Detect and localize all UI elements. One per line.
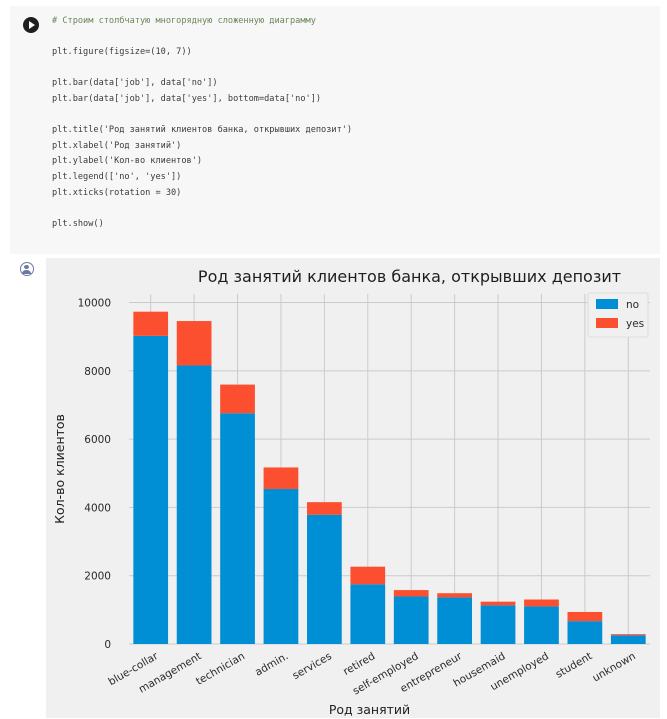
y-tick-label: 2000 <box>84 571 111 583</box>
code-line <box>52 108 652 124</box>
bar-yes-student <box>567 611 603 622</box>
bar-no-admin. <box>263 488 299 644</box>
x-tick-label: admin. <box>253 650 290 679</box>
bar-no-student <box>567 621 603 644</box>
bar-yes-entrepreneur <box>437 593 472 598</box>
code-line: plt.show() <box>52 218 104 229</box>
bar-yes-housemaid <box>480 601 516 606</box>
legend-swatch-no <box>596 299 618 309</box>
bar-yes-unemployed <box>524 599 559 607</box>
bar-no-unemployed <box>524 606 559 644</box>
code-line: # Строим столбчатую многорядную сложенну… <box>52 16 316 26</box>
bar-no-services <box>307 514 342 644</box>
output-user-icon <box>20 262 34 276</box>
legend-label-no: no <box>626 299 639 311</box>
legend-swatch-yes <box>596 318 618 328</box>
code-line <box>52 61 652 77</box>
stacked-bar-chart: 0200040006000800010000blue-collarmanagem… <box>52 267 650 717</box>
x-tick-label: student <box>554 650 595 680</box>
bar-no-unknown <box>610 635 646 644</box>
code-line: plt.title('Род занятий клиентов банка, о… <box>52 125 353 136</box>
code-line: plt.legend(['no', 'yes']) <box>52 171 182 182</box>
bar-yes-retired <box>350 566 386 585</box>
x-axis-label: Род занятий <box>329 702 410 717</box>
bar-yes-management <box>176 321 212 366</box>
code-line: plt.ylabel('Кол-во клиентов') <box>52 156 203 167</box>
x-tick-label: services <box>291 650 334 682</box>
y-axis-label: Кол-во клиентов <box>52 414 67 524</box>
code-line: plt.bar(data['job'], data['no']) <box>52 78 218 89</box>
code-line: plt.xlabel('Род занятий') <box>52 140 182 151</box>
run-cell-button[interactable] <box>23 17 39 33</box>
code-line <box>52 30 652 46</box>
bar-no-housemaid <box>480 605 516 644</box>
bar-no-self-employed <box>393 596 429 644</box>
x-tick-label: unknown <box>590 650 637 684</box>
y-tick-label: 10000 <box>78 298 111 310</box>
bar-yes-admin. <box>263 467 299 489</box>
bar-no-entrepreneur <box>437 597 472 644</box>
y-tick-label: 4000 <box>84 502 111 514</box>
chart-figure: 0 2000 4000 6000 8000 10000 blue-collar managem… <box>46 258 660 718</box>
bar-no-retired <box>350 584 386 644</box>
bar-no-blue-collar <box>133 335 169 644</box>
bar-yes-services <box>307 502 342 515</box>
legend-label-yes: yes <box>626 318 644 330</box>
code-line <box>52 201 652 217</box>
bar-yes-blue-collar <box>133 311 169 336</box>
bar-yes-self-employed <box>393 590 429 597</box>
code-editor[interactable]: # Строим столбчатую многорядную сложенну… <box>52 14 652 232</box>
y-tick-label: 0 <box>104 639 111 651</box>
bar-no-management <box>176 365 212 644</box>
y-tick-label: 8000 <box>84 366 111 378</box>
bar-yes-unknown <box>610 634 646 636</box>
code-line: plt.figure(figsize=(10, 7)) <box>52 47 192 58</box>
bar-yes-technician <box>220 384 255 414</box>
code-line: plt.xticks(rotation = 30) <box>52 187 182 198</box>
code-line: plt.bar(data['job'], data['yes'], bottom… <box>52 93 322 104</box>
x-tick-label: technician <box>194 650 247 688</box>
chart-title: Род занятий клиентов банка, открывших де… <box>198 267 621 286</box>
y-tick-label: 6000 <box>84 434 111 446</box>
code-cell[interactable]: # Строим столбчатую многорядную сложенну… <box>10 6 660 254</box>
bar-no-technician <box>220 413 255 644</box>
